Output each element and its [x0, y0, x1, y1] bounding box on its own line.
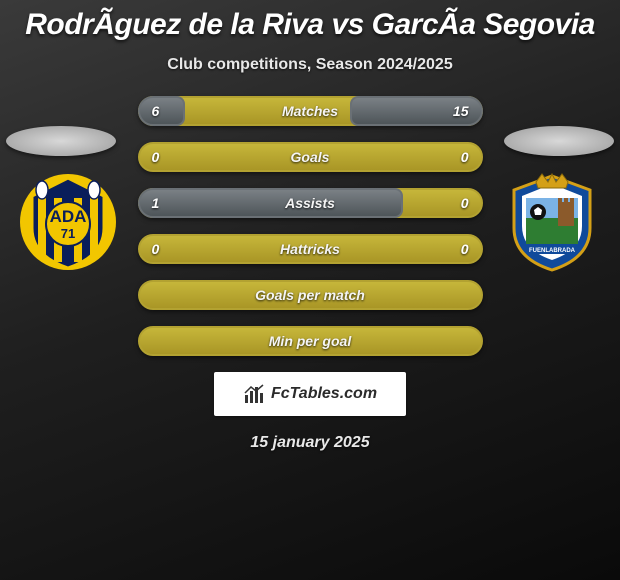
watermark-text: FcTables.com: [271, 385, 377, 403]
stat-row: Goals0 0: [138, 142, 483, 172]
club-crest-left: ADA 71: [18, 172, 118, 272]
svg-text:71: 71: [61, 226, 75, 241]
stat-value-right: 0: [461, 144, 469, 170]
svg-text:ADA: ADA: [50, 207, 87, 226]
stat-label: Goals per match: [140, 282, 481, 308]
stat-row: Matches6 15: [138, 96, 483, 126]
stat-row: Goals per match: [138, 280, 483, 310]
stat-value-left: 0: [152, 144, 160, 170]
player-ellipse-left: [6, 126, 116, 156]
club-crest-right: FUENLABRADA: [502, 172, 602, 272]
stat-value-right: 0: [461, 236, 469, 262]
stat-label: Min per goal: [140, 328, 481, 354]
stat-value-right: 0: [461, 190, 469, 216]
stat-value-left: 6: [152, 98, 160, 124]
comparison-infographic: RodrÃ­guez de la Riva vs GarcÃ­a Segovia…: [0, 0, 620, 580]
player-ellipse-right: [504, 126, 614, 156]
stat-value-right: 15: [453, 98, 469, 124]
stat-rows: Matches615Goals00Assists10Hattricks00Goa…: [138, 96, 483, 356]
stat-label: Assists: [140, 190, 481, 216]
stat-row: Min per goal: [138, 326, 483, 356]
stat-label: Goals: [140, 144, 481, 170]
stat-value-left: 1: [152, 190, 160, 216]
date: 15 january 2025: [0, 434, 620, 452]
stat-label: Matches: [140, 98, 481, 124]
stat-row: Hattricks0 0: [138, 234, 483, 264]
watermark: FcTables.com: [214, 372, 406, 416]
watermark-icon: [243, 383, 265, 405]
stat-row: Assists1 0: [138, 188, 483, 218]
stat-label: Hattricks: [140, 236, 481, 262]
svg-text:FUENLABRADA: FUENLABRADA: [529, 248, 576, 254]
subtitle: Club competitions, Season 2024/2025: [0, 56, 620, 74]
page-title: RodrÃ­guez de la Riva vs GarcÃ­a Segovia: [0, 0, 620, 42]
stat-value-left: 0: [152, 236, 160, 262]
